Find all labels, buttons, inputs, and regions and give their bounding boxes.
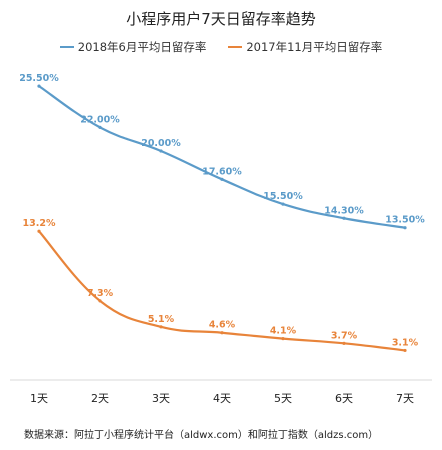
data-point-2017-5 <box>281 337 285 341</box>
data-label-2017-1: 13.2% <box>23 218 56 229</box>
legend-label-2017: 2017年11月平均日留存率 <box>246 40 383 54</box>
data-label-2018-3: 20.00% <box>141 138 181 149</box>
data-label-2017-5: 4.1% <box>270 326 297 337</box>
data-label-2017-2: 7.3% <box>87 288 114 299</box>
data-label-2018-1: 25.50% <box>19 73 59 84</box>
data-point-2018-1 <box>37 84 41 88</box>
legend-label-2018: 2018年6月平均日留存率 <box>77 40 207 54</box>
data-point-2018-5 <box>281 202 285 206</box>
legend-swatch-2018 <box>59 46 74 48</box>
data-point-2017-6 <box>342 341 346 345</box>
x-tick-label-4: 4天 <box>213 392 231 405</box>
legend-item-2017: 2017年11月平均日留存率 <box>228 39 382 55</box>
x-tick-label-5: 5天 <box>274 392 292 405</box>
data-point-2018-2 <box>98 125 102 129</box>
data-point-2018-6 <box>342 216 346 220</box>
data-label-2018-6: 14.30% <box>324 205 364 216</box>
x-tick-label-2: 2天 <box>91 392 109 405</box>
legend-swatch-2017 <box>228 46 243 48</box>
data-point-2017-1 <box>37 229 41 233</box>
data-label-2018-5: 15.50% <box>263 191 303 202</box>
data-label-2017-3: 5.1% <box>148 314 175 325</box>
data-point-2017-4 <box>220 331 224 335</box>
data-point-2018-7 <box>403 226 407 230</box>
data-label-2017-4: 4.6% <box>209 320 236 331</box>
x-tick-label-6: 6天 <box>335 392 353 405</box>
x-tick-label-1: 1天 <box>30 392 48 405</box>
data-label-2018-4: 17.60% <box>202 166 242 177</box>
data-point-2017-3 <box>159 325 163 329</box>
data-label-2018-7: 13.50% <box>385 215 425 226</box>
x-tick-label-3: 3天 <box>152 392 170 405</box>
data-source-note: 数据来源：阿拉丁小程序统计平台（aldwx.com）和阿拉丁指数（aldzs.c… <box>24 430 379 441</box>
x-tick-label-7: 7天 <box>396 392 414 405</box>
chart-title: 小程序用户7天日留存率趋势 <box>126 10 316 28</box>
legend: 2018年6月平均日留存率 2017年11月平均日留存率 <box>0 39 442 55</box>
data-point-2018-4 <box>220 177 224 181</box>
data-label-2017-6: 3.7% <box>331 330 358 341</box>
legend-item-2018: 2018年6月平均日留存率 <box>59 39 207 55</box>
data-label-2018-2: 22.00% <box>80 114 120 125</box>
data-point-2017-2 <box>98 299 102 303</box>
data-point-2017-7 <box>403 348 407 353</box>
data-point-2018-3 <box>159 149 163 153</box>
data-label-2017-7: 3.1% <box>392 337 419 348</box>
